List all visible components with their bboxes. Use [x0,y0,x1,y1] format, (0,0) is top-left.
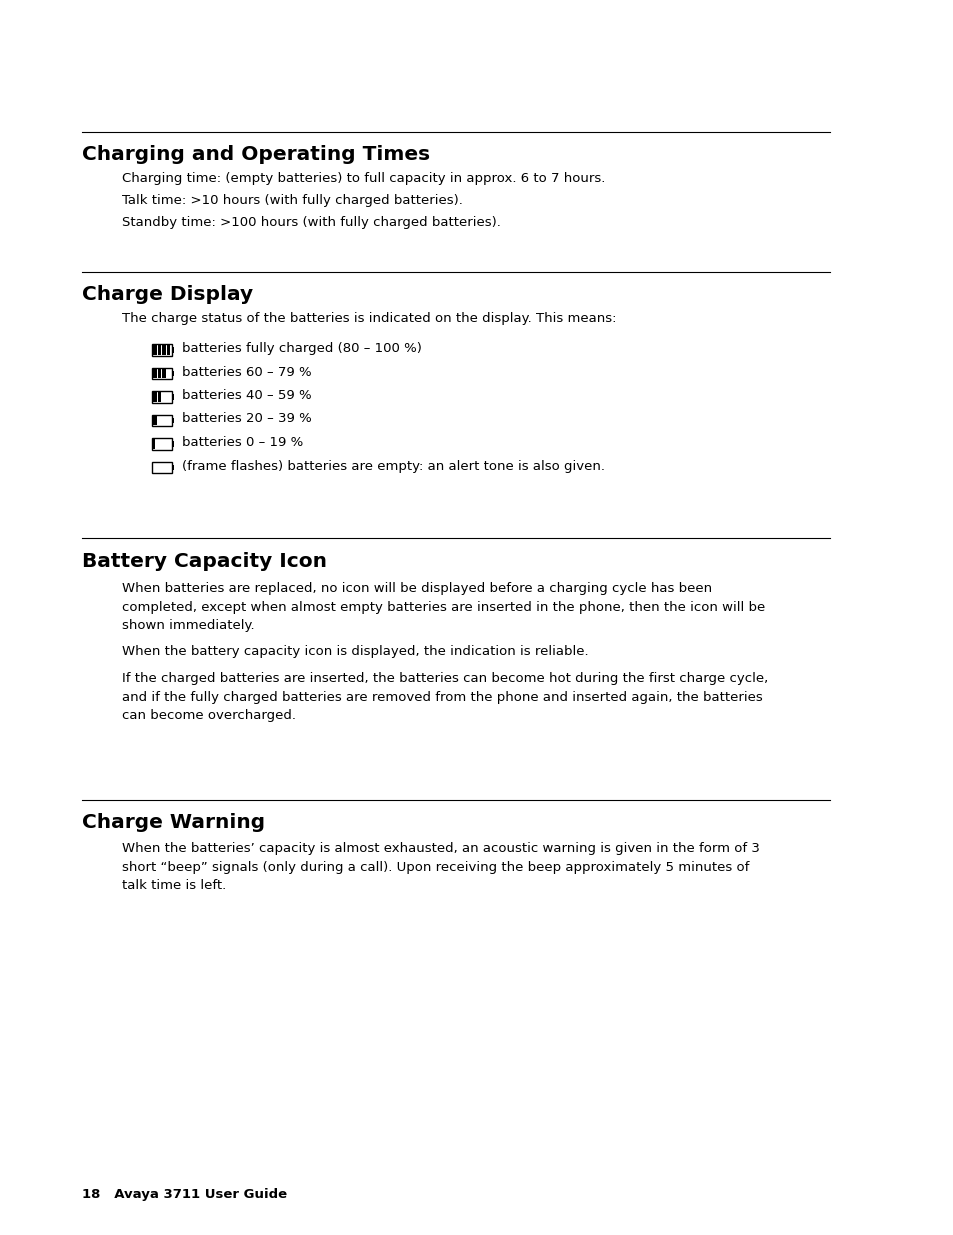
Text: and if the fully charged batteries are removed from the phone and inserted again: and if the fully charged batteries are r… [122,690,762,704]
Bar [157,393,161,401]
Bar [162,346,166,354]
Text: Charging time: (empty batteries) to full capacity in approx. 6 to 7 hours.: Charging time: (empty batteries) to full… [122,172,605,185]
Bar [153,369,156,378]
Bar [152,415,172,426]
Bar [162,369,166,378]
Bar [172,417,173,424]
Text: completed, except when almost empty batteries are inserted in the phone, then th: completed, except when almost empty batt… [122,600,764,614]
Bar [153,416,156,425]
Bar [153,440,155,448]
Bar [172,347,173,352]
Bar [167,346,171,354]
Text: shown immediately.: shown immediately. [122,619,254,632]
Bar [152,368,172,379]
Text: Charge Display: Charge Display [82,285,253,304]
Text: batteries 0 – 19 %: batteries 0 – 19 % [182,436,303,450]
Bar [172,394,173,400]
Bar [152,462,172,473]
Text: Standby time: >100 hours (with fully charged batteries).: Standby time: >100 hours (with fully cha… [122,216,500,228]
Text: Talk time: >10 hours (with fully charged batteries).: Talk time: >10 hours (with fully charged… [122,194,462,207]
Text: short “beep” signals (only during a call). Upon receiving the beep approximately: short “beep” signals (only during a call… [122,861,749,873]
Bar [157,346,161,354]
Bar [152,438,172,450]
Bar [172,370,173,377]
Text: When batteries are replaced, no icon will be displayed before a charging cycle h: When batteries are replaced, no icon wil… [122,582,711,595]
Text: When the battery capacity icon is displayed, the indication is reliable.: When the battery capacity icon is displa… [122,645,588,658]
Text: Battery Capacity Icon: Battery Capacity Icon [82,552,327,571]
Bar [172,441,173,447]
Text: Charging and Operating Times: Charging and Operating Times [82,144,430,164]
Text: The charge status of the batteries is indicated on the display. This means:: The charge status of the batteries is in… [122,312,616,325]
Bar [152,391,172,403]
Text: batteries 40 – 59 %: batteries 40 – 59 % [182,389,312,403]
Bar [172,464,173,471]
Text: talk time is left.: talk time is left. [122,879,226,892]
Bar [153,346,156,354]
Text: can become overcharged.: can become overcharged. [122,709,295,722]
Text: When the batteries’ capacity is almost exhausted, an acoustic warning is given i: When the batteries’ capacity is almost e… [122,842,760,855]
Text: Charge Warning: Charge Warning [82,813,265,832]
Text: (frame flashes) batteries are empty: an alert tone is also given.: (frame flashes) batteries are empty: an … [182,459,604,473]
Text: batteries fully charged (80 – 100 %): batteries fully charged (80 – 100 %) [182,342,421,354]
Bar [157,369,161,378]
Text: If the charged batteries are inserted, the batteries can become hot during the f: If the charged batteries are inserted, t… [122,672,767,685]
Bar [152,345,172,356]
Bar [153,393,156,401]
Text: batteries 20 – 39 %: batteries 20 – 39 % [182,412,312,426]
Text: 18   Avaya 3711 User Guide: 18 Avaya 3711 User Guide [82,1188,287,1200]
Text: batteries 60 – 79 %: batteries 60 – 79 % [182,366,312,378]
